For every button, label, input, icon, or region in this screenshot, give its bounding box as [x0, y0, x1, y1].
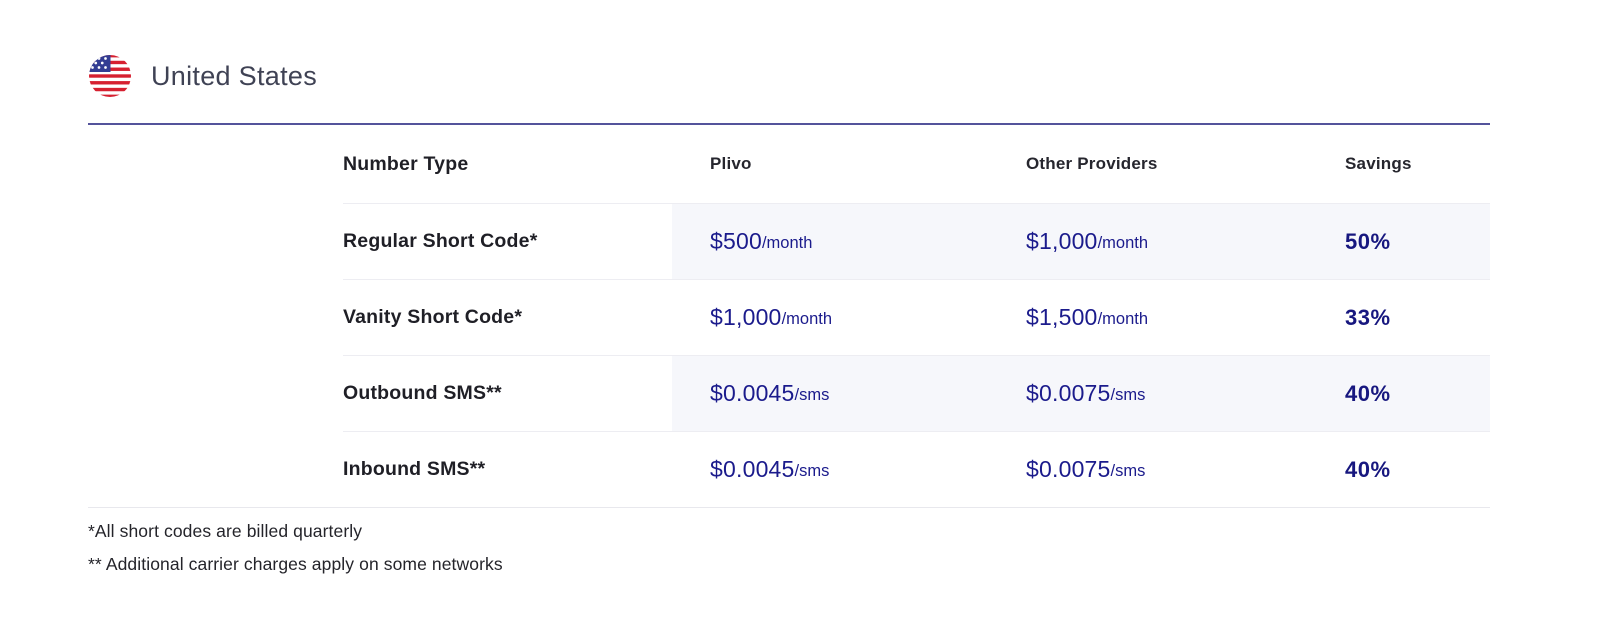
price-unit: /sms — [794, 385, 830, 404]
column-header-number-type: Number Type — [343, 152, 469, 175]
savings-value: 40% — [1345, 456, 1391, 482]
cell-number-type: Regular Short Code* — [343, 230, 538, 252]
cell-plivo-price: $0.0045/sms — [672, 356, 1000, 431]
price-unit: /sms — [1110, 461, 1146, 480]
column-header-savings: Savings — [1345, 154, 1412, 173]
price-amount: $0.0075 — [1026, 456, 1111, 482]
country-title: United States — [151, 60, 317, 91]
price-amount: $0.0045 — [710, 380, 795, 406]
cell-other-price: $1,000/month — [1000, 204, 1330, 279]
us-flag-icon — [89, 55, 131, 97]
column-header-other-providers: Other Providers — [1026, 154, 1158, 173]
cell-plivo-price: $0.0045/sms — [672, 432, 1000, 507]
price-unit: /month — [781, 309, 833, 328]
savings-value: 50% — [1345, 228, 1391, 254]
cell-other-price: $0.0075/sms — [1000, 356, 1330, 431]
pricing-table: Number Type Plivo Other Providers Saving… — [88, 125, 1490, 508]
country-header: United States — [88, 53, 1490, 99]
header-divider — [88, 123, 1490, 125]
cell-plivo-price: $500/month — [672, 204, 1000, 279]
price-unit: /month — [761, 233, 813, 252]
footnote-short-codes: *All short codes are billed quarterly — [88, 521, 363, 541]
cell-other-price: $1,500/month — [1000, 280, 1330, 355]
cell-savings: 40% — [1330, 432, 1490, 507]
savings-value: 33% — [1345, 304, 1391, 330]
cell-savings: 33% — [1330, 280, 1490, 355]
pricing-section: United States Number Type Plivo Other Pr… — [88, 0, 1490, 587]
table-row: Inbound SMS** $0.0045/sms $0.0075/sms 40… — [343, 431, 1490, 507]
price-amount: $1,000 — [710, 304, 782, 330]
cell-savings: 40% — [1330, 356, 1490, 431]
price-unit: /sms — [794, 461, 830, 480]
cell-plivo-price: $1,000/month — [672, 280, 1000, 355]
table-bottom-divider — [88, 507, 1490, 508]
table-row: Vanity Short Code* $1,000/month $1,500/m… — [343, 279, 1490, 355]
price-unit: /month — [1097, 309, 1149, 328]
price-unit: /sms — [1110, 385, 1146, 404]
table-header-row: Number Type Plivo Other Providers Saving… — [343, 125, 1490, 203]
price-unit: /month — [1097, 233, 1149, 252]
column-header-plivo: Plivo — [710, 154, 752, 173]
price-amount: $1,000 — [1026, 228, 1098, 254]
footnotes: *All short codes are billed quarterly **… — [88, 521, 1490, 575]
table-row: Outbound SMS** $0.0045/sms $0.0075/sms 4… — [343, 355, 1490, 431]
price-amount: $1,500 — [1026, 304, 1098, 330]
price-amount: $0.0045 — [710, 456, 795, 482]
cell-number-type: Outbound SMS** — [343, 382, 502, 404]
table-row: Regular Short Code* $500/month $1,000/mo… — [343, 203, 1490, 279]
price-amount: $500 — [710, 228, 762, 254]
footnote-carrier-charges: ** Additional carrier charges apply on s… — [88, 554, 503, 574]
savings-value: 40% — [1345, 380, 1391, 406]
cell-number-type: Inbound SMS** — [343, 458, 486, 480]
cell-other-price: $0.0075/sms — [1000, 432, 1330, 507]
price-amount: $0.0075 — [1026, 380, 1111, 406]
cell-number-type: Vanity Short Code* — [343, 306, 523, 328]
cell-savings: 50% — [1330, 204, 1490, 279]
